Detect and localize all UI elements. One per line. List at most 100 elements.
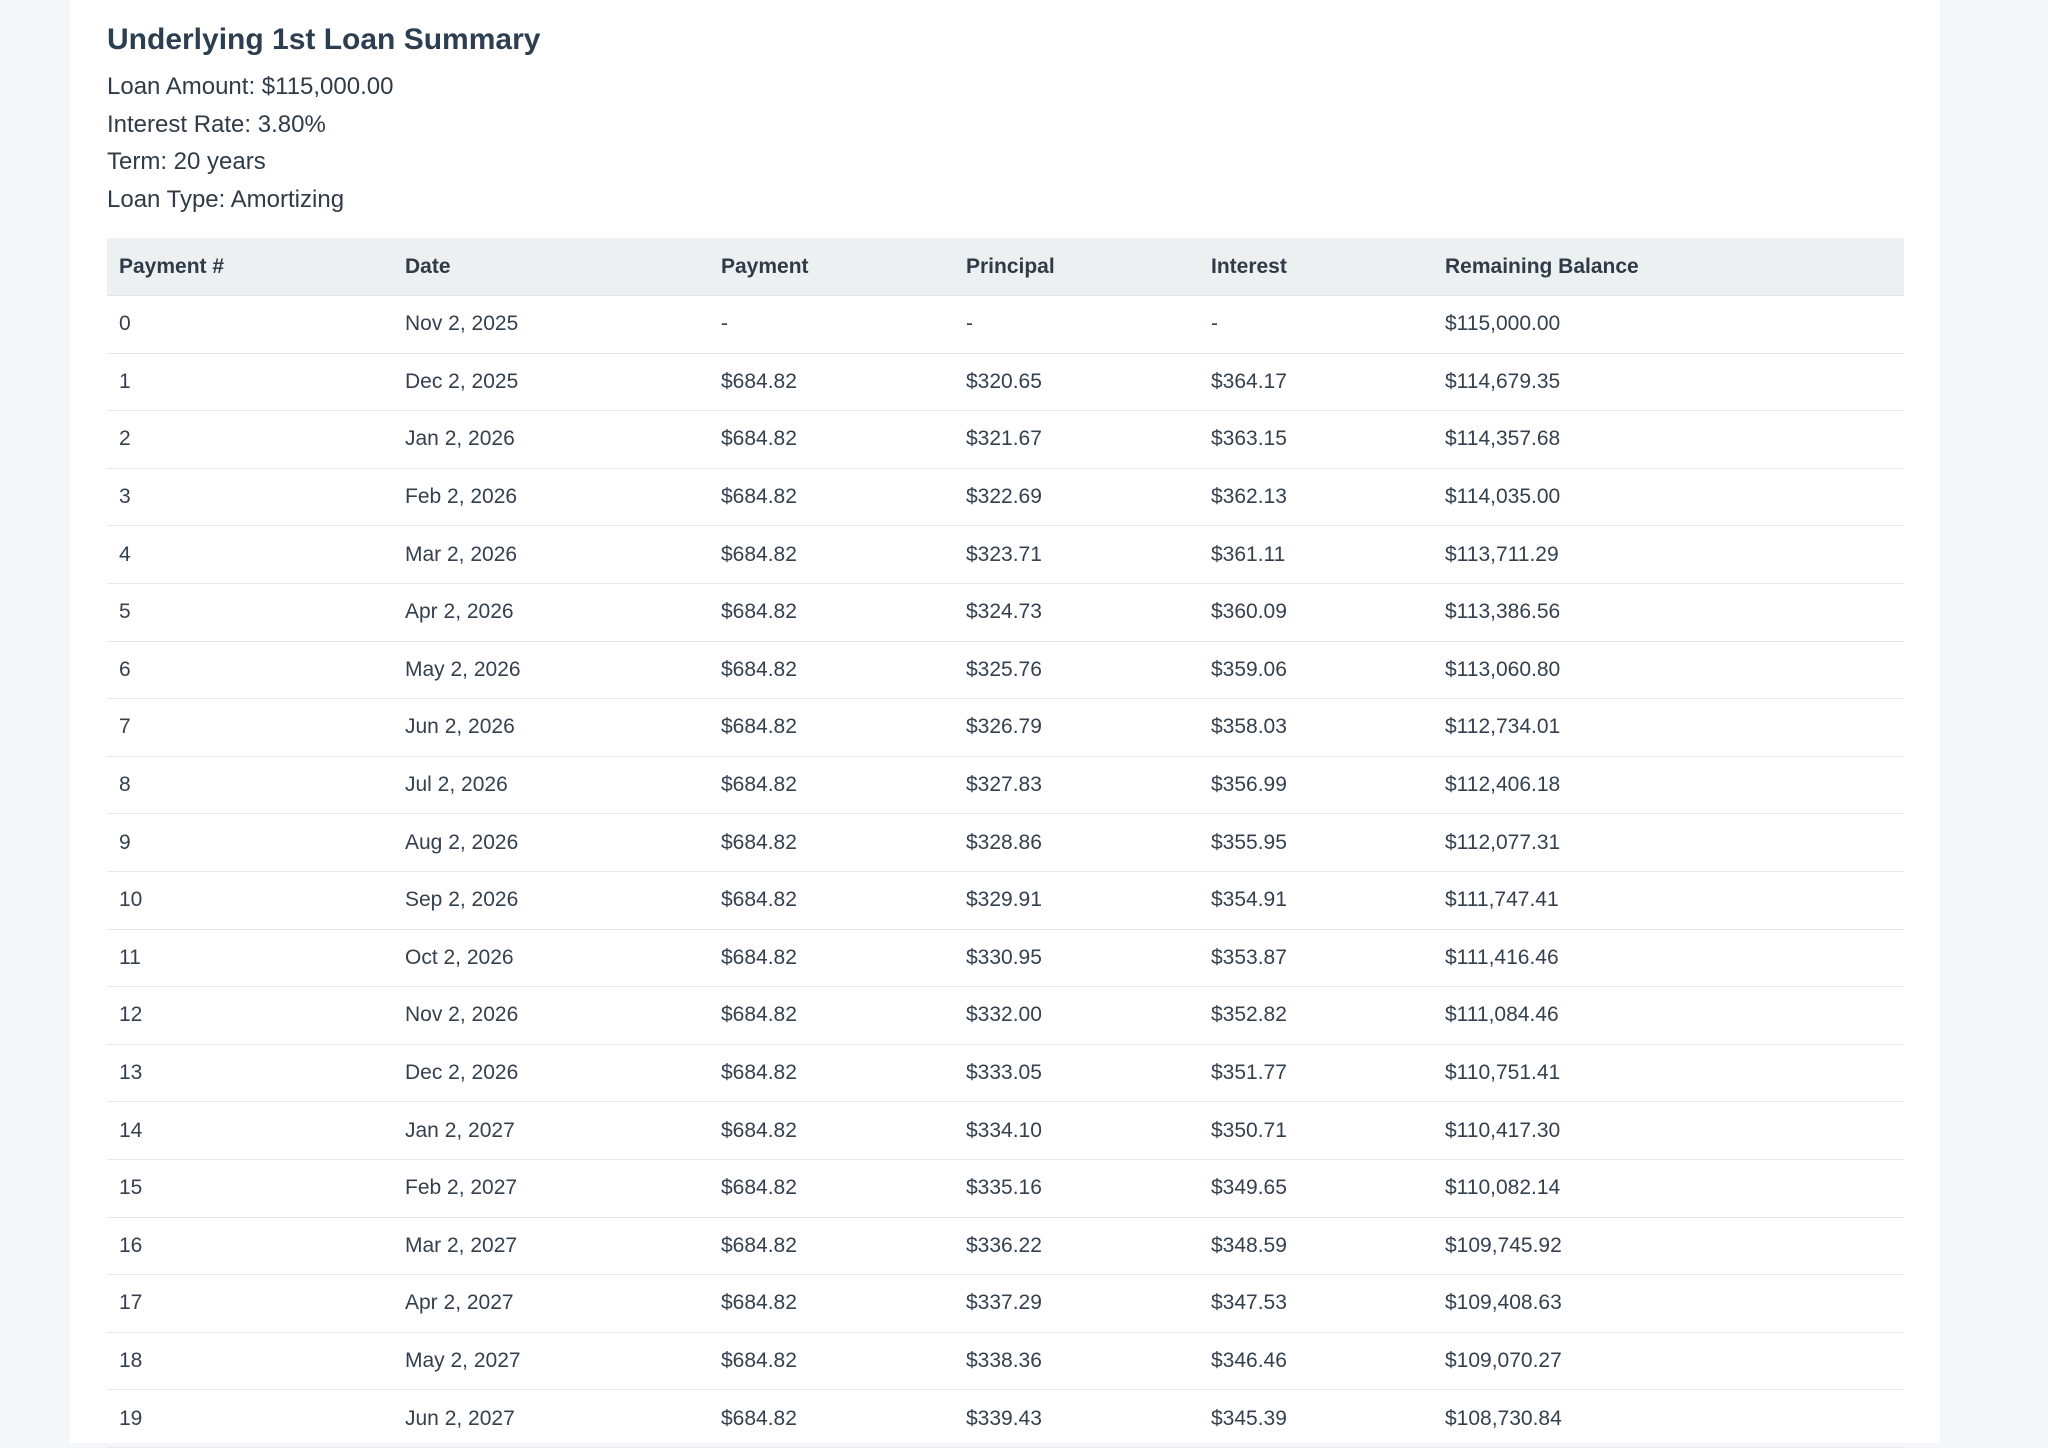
table-row: 7 Jun 2, 2026 $684.82 $326.79 $358.03 $112,73…: [107, 698, 1904, 757]
date-cell: Jun 2, 2027: [393, 1389, 709, 1448]
interest-cell: $359.06: [1199, 641, 1433, 700]
date-cell: Nov 2, 2025: [393, 295, 709, 354]
date-cell: May 2, 2027: [393, 1332, 709, 1391]
payment-number-cell: 3: [107, 468, 393, 527]
col-header-remaining-balance: Remaining Balance: [1433, 238, 1904, 296]
payment-cell: $684.82: [709, 871, 954, 930]
interest-cell: $347.53: [1199, 1274, 1433, 1333]
date-cell: Feb 2, 2026: [393, 468, 709, 527]
payment-cell: $684.82: [709, 641, 954, 700]
table-row: 2 Jan 2, 2026 $684.82 $321.67 $363.15 $114,35…: [107, 410, 1904, 469]
interest-cell: $363.15: [1199, 410, 1433, 469]
principal-cell: $339.43: [954, 1389, 1199, 1448]
summary-title: Underlying 1st Loan Summary: [107, 23, 541, 56]
date-cell: Sep 2, 2026: [393, 871, 709, 930]
remaining-balance-cell: $113,386.56: [1433, 583, 1904, 642]
table-header-row: Payment # Date Payment Principal Interest Rem…: [107, 238, 1904, 296]
remaining-balance-cell: $111,084.46: [1433, 986, 1904, 1045]
table-row: 8 Jul 2, 2026 $684.82 $327.83 $356.99 $112,40…: [107, 756, 1904, 815]
payment-cell: $684.82: [709, 1389, 954, 1448]
table-row: 15 Feb 2, 2027 $684.82 $335.16 $349.65 $110,0…: [107, 1159, 1904, 1218]
principal-cell: $323.71: [954, 525, 1199, 584]
table-body: 0 Nov 2, 2025- - - $115,000.00 1 Dec 2, 2025 $6…: [107, 295, 1904, 1448]
col-header-payment: Payment: [709, 238, 954, 296]
principal-cell: $333.05: [954, 1044, 1199, 1103]
payment-number-cell: 19: [107, 1389, 393, 1448]
date-cell: Feb 2, 2027: [393, 1159, 709, 1218]
payment-cell: -: [709, 295, 954, 354]
principal-cell: $332.00: [954, 986, 1199, 1045]
table-row: 10 Sep 2, 2026 $684.82 $329.91 $354.91 $111,7…: [107, 871, 1904, 930]
date-cell: Mar 2, 2026: [393, 525, 709, 584]
payment-cell: $684.82: [709, 929, 954, 988]
payment-cell: $684.82: [709, 986, 954, 1045]
payment-number-cell: 8: [107, 756, 393, 815]
date-cell: Apr 2, 2027: [393, 1274, 709, 1333]
remaining-balance-cell: $109,070.27: [1433, 1332, 1904, 1391]
table-row: 0 Nov 2, 2025- - - $115,000.00: [107, 295, 1904, 354]
principal-cell: $326.79: [954, 698, 1199, 757]
payment-number-cell: 11: [107, 929, 393, 988]
interest-rate: Interest Rate: 3.80%: [107, 110, 326, 138]
remaining-balance-cell: $113,060.80: [1433, 641, 1904, 700]
principal-cell: $328.86: [954, 813, 1199, 872]
payment-number-cell: 17: [107, 1274, 393, 1333]
payment-number-cell: 16: [107, 1217, 393, 1276]
remaining-balance-cell: $115,000.00: [1433, 295, 1904, 354]
payment-number-cell: 15: [107, 1159, 393, 1218]
remaining-balance-cell: $111,416.46: [1433, 929, 1904, 988]
table-row: 5 Apr 2, 2026 $684.82 $324.73 $360.09 $113,38…: [107, 583, 1904, 642]
loan-summary-panel: Underlying 1st Loan Summary Loan Amount:…: [70, 0, 1940, 1448]
payment-cell: $684.82: [709, 468, 954, 527]
table-row: 1 Dec 2, 2025 $684.82 $320.65 $364.17 $114,67…: [107, 353, 1904, 412]
principal-cell: $322.69: [954, 468, 1199, 527]
payment-cell: $684.82: [709, 353, 954, 412]
date-cell: Jan 2, 2027: [393, 1101, 709, 1160]
interest-cell: -: [1199, 295, 1433, 354]
remaining-balance-cell: $114,035.00: [1433, 468, 1904, 527]
remaining-balance-cell: $114,357.68: [1433, 410, 1904, 469]
remaining-balance-cell: $112,406.18: [1433, 756, 1904, 815]
payment-number-cell: 0: [107, 295, 393, 354]
table-row: 18 May 2, 2027 $684.82 $338.36 $346.46 $109,0…: [107, 1332, 1904, 1391]
payment-cell: $684.82: [709, 813, 954, 872]
interest-cell: $351.77: [1199, 1044, 1433, 1103]
remaining-balance-cell: $110,751.41: [1433, 1044, 1904, 1103]
date-cell: Oct 2, 2026: [393, 929, 709, 988]
date-cell: Apr 2, 2026: [393, 583, 709, 642]
payment-cell: $684.82: [709, 1044, 954, 1103]
remaining-balance-cell: $110,417.30: [1433, 1101, 1904, 1160]
interest-cell: $354.91: [1199, 871, 1433, 930]
table-row: 3 Feb 2, 2026 $684.82 $322.69 $362.13 $114,03…: [107, 468, 1904, 527]
payment-number-cell: 12: [107, 986, 393, 1045]
remaining-balance-cell: $113,711.29: [1433, 525, 1904, 584]
col-header-principal: Principal: [954, 238, 1199, 296]
date-cell: Mar 2, 2027: [393, 1217, 709, 1276]
interest-cell: $353.87: [1199, 929, 1433, 988]
interest-cell: $346.46: [1199, 1332, 1433, 1391]
principal-cell: $330.95: [954, 929, 1199, 988]
interest-cell: $361.11: [1199, 525, 1433, 584]
principal-cell: $329.91: [954, 871, 1199, 930]
payment-cell: $684.82: [709, 525, 954, 584]
payment-number-cell: 13: [107, 1044, 393, 1103]
date-cell: Jan 2, 2026: [393, 410, 709, 469]
loan-term: Term: 20 years: [107, 148, 266, 175]
principal-cell: $334.10: [954, 1101, 1199, 1160]
col-header-interest: Interest: [1199, 238, 1433, 296]
col-header-payment-number: Payment #: [107, 238, 393, 296]
payment-cell: $684.82: [709, 1274, 954, 1333]
payment-cell: $684.82: [709, 756, 954, 815]
payment-number-cell: 7: [107, 698, 393, 757]
remaining-balance-cell: $109,408.63: [1433, 1274, 1904, 1333]
interest-cell: $356.99: [1199, 756, 1433, 815]
interest-cell: $349.65: [1199, 1159, 1433, 1218]
table-row: 4 Mar 2, 2026 $684.82 $323.71 $361.11 $113,71…: [107, 525, 1904, 584]
interest-cell: $348.59: [1199, 1217, 1433, 1276]
payment-number-cell: 1: [107, 353, 393, 412]
col-header-date: Date: [393, 238, 709, 296]
date-cell: Dec 2, 2026: [393, 1044, 709, 1103]
remaining-balance-cell: $108,730.84: [1433, 1389, 1904, 1448]
principal-cell: $337.29: [954, 1274, 1199, 1333]
interest-cell: $362.13: [1199, 468, 1433, 527]
